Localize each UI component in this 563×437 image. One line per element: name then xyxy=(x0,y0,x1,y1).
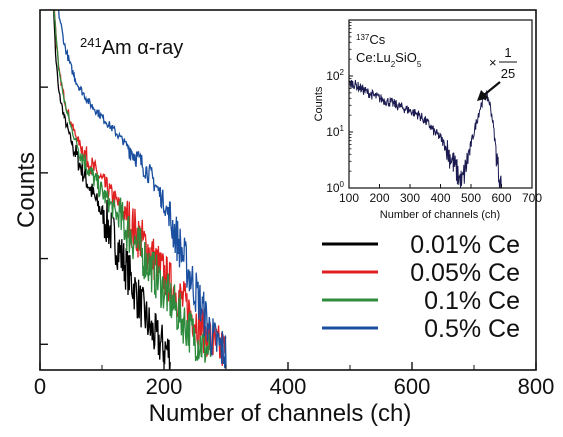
inset-x-tick-labels: 100 200 300 400 500 600 700 xyxy=(339,191,542,205)
inset-x-tick-label-2: 300 xyxy=(400,191,420,205)
scale-factor-denominator: 25 xyxy=(501,66,515,81)
inset-x-tick-label-6: 700 xyxy=(522,191,542,205)
inset-x-tick-label-5: 600 xyxy=(491,191,511,205)
x-tick-label-3: 600 xyxy=(394,374,431,399)
inset-series-line-0 xyxy=(349,79,502,188)
arrow-icon xyxy=(477,81,501,101)
inset-y-tick-label-2: 102 xyxy=(326,68,344,83)
series-line-0 xyxy=(53,10,171,370)
main-y-axis-label: Counts xyxy=(13,152,40,228)
series-line-3 xyxy=(58,10,227,369)
inset-x-tick-label-3: 400 xyxy=(430,191,450,205)
inset-ticks xyxy=(348,22,533,189)
main-x-axis-label: Number of channels (ch) xyxy=(149,400,412,427)
main-annotation-mass: 241 xyxy=(80,35,102,50)
inset-x-tick-label-0: 100 xyxy=(339,191,359,205)
main-x-tick-labels: 0 200 400 600 800 xyxy=(34,374,554,399)
inset-background xyxy=(349,20,532,188)
inset-y-axis-label: Counts xyxy=(313,86,325,121)
main-annotation-element: Am α-ray xyxy=(102,37,184,59)
inset-x-axis-label: Number of channels (ch) xyxy=(380,209,500,221)
legend-label-3: 0.5% Ce xyxy=(424,315,520,343)
legend-label-1: 0.05% Ce xyxy=(410,259,520,287)
x-tick-label-2: 400 xyxy=(270,374,307,399)
scale-factor-numerator: 1 xyxy=(504,45,511,60)
x-tick-label-4: 800 xyxy=(518,374,555,399)
legend: 0.01% Ce0.05% Ce0.1% Ce0.5% Ce xyxy=(322,231,520,343)
inset-scale-factor: × 1 25 xyxy=(489,45,517,81)
x-tick-label-1: 200 xyxy=(146,374,183,399)
series-line-2 xyxy=(53,10,212,363)
inset-y-tick-label-1: 101 xyxy=(326,124,344,139)
inset-annotation-isotope: 137Cs xyxy=(356,32,386,47)
main-annotation: 241Am α-ray xyxy=(80,35,183,60)
legend-label-0: 0.01% Ce xyxy=(410,231,520,259)
main-series-group xyxy=(53,10,227,370)
scale-factor-times: × xyxy=(489,55,497,70)
inset-y-tick-label-0: 100 xyxy=(326,180,344,195)
inset-x-tick-label-4: 500 xyxy=(461,191,481,205)
inset-series-group xyxy=(349,79,502,188)
inset-x-tick-label-1: 200 xyxy=(369,191,389,205)
inset-annotation-crystal: Ce:Lu2SiO5 xyxy=(356,50,422,69)
legend-label-2: 0.1% Ce xyxy=(424,287,520,315)
main-ticks xyxy=(39,86,537,370)
inset-y-tick-labels: 100 101 102 xyxy=(326,68,344,195)
x-tick-label-0: 0 xyxy=(34,374,46,399)
